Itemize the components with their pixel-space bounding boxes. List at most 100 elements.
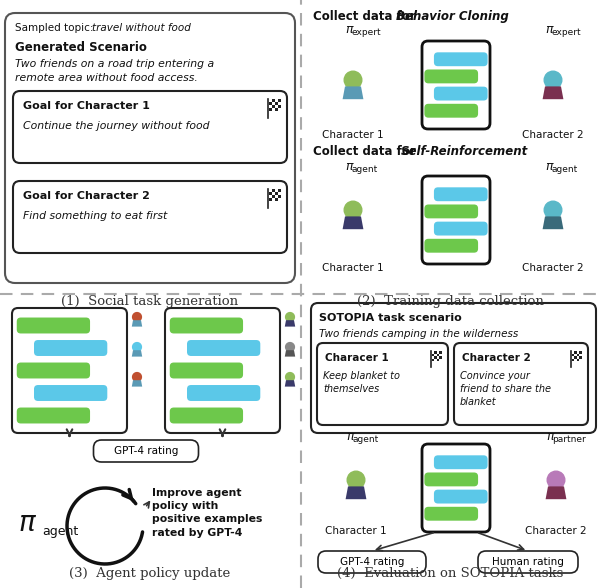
Circle shape [285,343,294,352]
Text: Two friends on a road trip entering a
remote area without food access.: Two friends on a road trip entering a re… [15,59,214,82]
Bar [275,102,278,105]
Bar [272,195,275,198]
Polygon shape [132,380,142,386]
Bar [437,351,439,353]
Bar [439,359,442,361]
Bar [269,105,272,108]
Bar [278,192,281,195]
FancyBboxPatch shape [424,239,478,253]
FancyBboxPatch shape [17,318,90,333]
FancyBboxPatch shape [12,308,127,433]
Polygon shape [542,216,563,229]
Polygon shape [346,486,367,499]
Text: Behavior Cloning: Behavior Cloning [396,10,509,23]
Bar [278,195,281,198]
Bar [577,356,580,359]
Bar [278,99,281,102]
FancyBboxPatch shape [434,188,488,201]
FancyBboxPatch shape [434,455,488,469]
Bar [439,356,442,359]
Text: Generated Scenario: Generated Scenario [15,41,147,54]
Text: Characer 1: Characer 1 [325,353,389,363]
Text: expert: expert [352,28,381,37]
Circle shape [347,471,365,489]
Text: $\pi$: $\pi$ [346,430,356,443]
Polygon shape [285,350,295,356]
Polygon shape [343,86,364,99]
FancyBboxPatch shape [170,363,243,379]
Text: SOTOPIA task scenario: SOTOPIA task scenario [319,313,462,323]
Bar [272,108,275,111]
Circle shape [544,201,562,219]
Text: Continue the journey without food: Continue the journey without food [23,121,209,131]
FancyBboxPatch shape [13,181,287,253]
Text: (4)  Evaluation on SOTOPIA tasks: (4) Evaluation on SOTOPIA tasks [337,567,563,580]
Bar [275,195,278,198]
Bar [269,99,272,102]
Text: (3)  Agent policy update: (3) Agent policy update [69,567,231,580]
Text: Character 1: Character 1 [322,130,384,140]
FancyBboxPatch shape [424,104,478,118]
Bar [435,356,437,359]
Bar [580,359,582,361]
Bar [572,353,574,356]
Text: Collect data for: Collect data for [313,145,420,158]
Bar [432,353,435,356]
Text: Collect data for: Collect data for [313,10,420,23]
Text: $\pi$: $\pi$ [546,430,556,443]
FancyBboxPatch shape [424,473,478,486]
Bar [572,351,574,353]
FancyBboxPatch shape [170,407,243,423]
FancyBboxPatch shape [311,303,596,433]
Bar [272,102,275,105]
Polygon shape [343,216,364,229]
FancyBboxPatch shape [187,385,260,401]
Text: Character 2: Character 2 [525,526,587,536]
Bar [577,359,580,361]
Bar [272,198,275,201]
FancyBboxPatch shape [434,222,488,236]
Bar [439,351,442,353]
FancyBboxPatch shape [13,91,287,163]
FancyBboxPatch shape [34,385,107,401]
Bar [275,99,278,102]
Bar [269,195,272,198]
Circle shape [547,471,565,489]
Polygon shape [545,486,566,499]
FancyBboxPatch shape [93,440,199,462]
Circle shape [132,373,141,382]
FancyBboxPatch shape [165,308,280,433]
Text: $\pi$: $\pi$ [545,160,554,173]
Text: Sampled topic:: Sampled topic: [15,23,97,33]
Bar [275,192,278,195]
Text: Two friends camping in the wilderness: Two friends camping in the wilderness [319,329,518,339]
Bar [272,192,275,195]
Bar [275,105,278,108]
FancyBboxPatch shape [317,343,448,425]
FancyBboxPatch shape [17,407,90,423]
Bar [435,359,437,361]
Polygon shape [285,380,295,386]
Text: Find something to eat first: Find something to eat first [23,211,167,221]
Bar [432,356,435,359]
FancyBboxPatch shape [422,176,490,264]
Bar [432,351,435,353]
Text: (2)  Training data collection: (2) Training data collection [356,295,544,308]
Bar [577,353,580,356]
Text: Character 2: Character 2 [462,353,531,363]
FancyBboxPatch shape [424,69,478,83]
Bar [580,351,582,353]
Bar [272,105,275,108]
Bar [269,198,272,201]
Bar [437,359,439,361]
Text: travel without food: travel without food [92,23,191,33]
Text: (1)  Social task generation: (1) Social task generation [61,295,238,308]
Text: $\pi$: $\pi$ [19,509,37,537]
FancyBboxPatch shape [422,444,490,532]
Text: Keep blanket to
themselves: Keep blanket to themselves [323,371,400,394]
Text: Character 1: Character 1 [322,263,384,273]
Bar [574,351,577,353]
FancyBboxPatch shape [318,551,426,573]
FancyBboxPatch shape [5,13,295,283]
FancyBboxPatch shape [434,86,488,101]
